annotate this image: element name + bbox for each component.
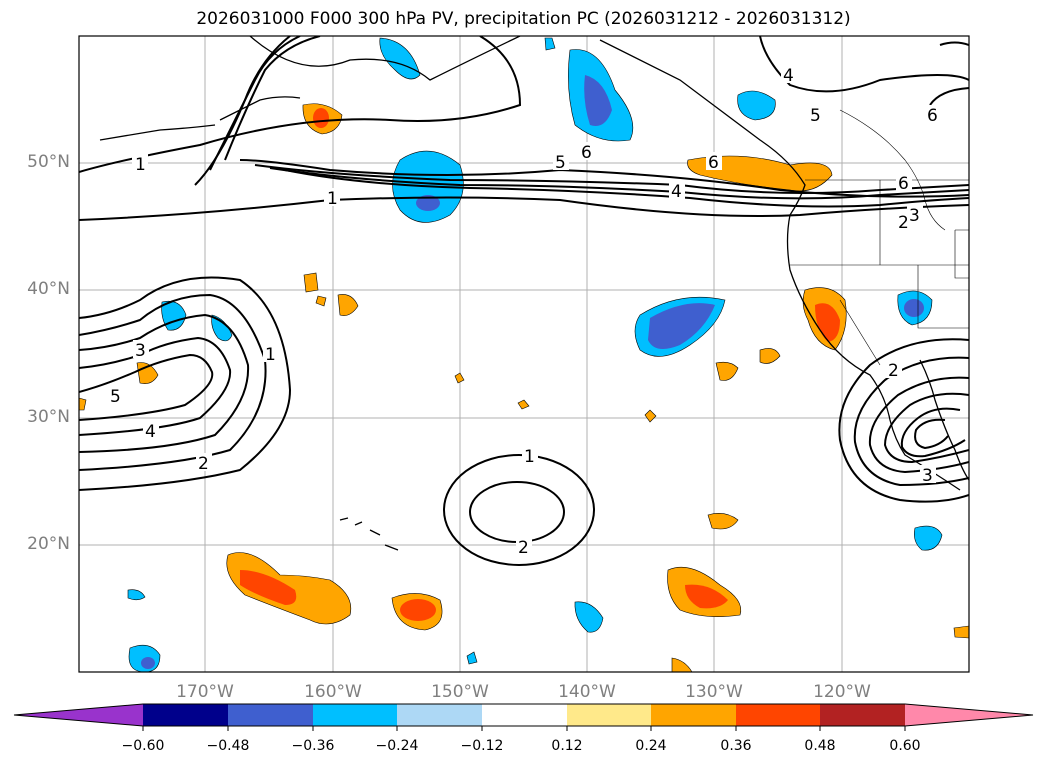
lat-label: 40°N: [27, 279, 70, 299]
lon-label: 140°W: [558, 682, 616, 702]
colorbar-bin: [820, 704, 905, 726]
map-frame: [78, 35, 970, 673]
contour-label: 5: [810, 106, 821, 126]
contour-label: 2: [898, 213, 909, 233]
colorbar-tick-label: −0.12: [460, 738, 504, 754]
contour-label: 1: [524, 447, 535, 467]
contour-label: 2: [888, 361, 899, 381]
contour-label: 3: [135, 341, 146, 361]
contour-label: 2: [198, 454, 209, 474]
colorbar-bin: [313, 704, 397, 726]
colorbar-extend-high: [905, 704, 1033, 726]
colorbar-tick-label: 0.60: [889, 738, 921, 754]
contour-label: 2: [518, 538, 529, 558]
colorbar-tick-label: −0.48: [206, 738, 250, 754]
lat-label: 30°N: [27, 407, 70, 427]
pv-contours: [79, 36, 969, 566]
contour-label: 6: [927, 106, 938, 126]
colorbar-bin: [567, 704, 651, 726]
contour-label: 1: [135, 155, 146, 175]
colorbar-bin: [736, 704, 820, 726]
gridlines: [79, 36, 969, 672]
contour-label: 6: [708, 153, 719, 173]
contour-label: 1: [327, 189, 338, 209]
contour-label: 4: [145, 422, 156, 442]
colorbar-tick-label: −0.60: [121, 738, 165, 754]
lat-label: 50°N: [27, 152, 70, 172]
contour-label: 5: [110, 387, 121, 407]
colorbar-bin: [651, 704, 736, 726]
colorbar: [13, 703, 1034, 731]
lon-label: 130°W: [685, 682, 743, 702]
colorbar-extend-low: [14, 704, 143, 726]
contour-label: 4: [783, 66, 794, 86]
colorbar-bin: [143, 704, 228, 726]
lat-label: 20°N: [27, 534, 70, 554]
map-title: 2026031000 F000 300 hPa PV, precipitatio…: [196, 9, 851, 29]
colorbar-tick-label: −0.36: [291, 738, 335, 754]
lon-label: 120°W: [813, 682, 871, 702]
precip-anomaly-fill: [79, 37, 969, 672]
colorbar-tick-label: 0.36: [720, 738, 752, 754]
colorbar-tick-label: 0.12: [551, 738, 583, 754]
contour-label: 4: [671, 182, 682, 202]
contour-label: 6: [898, 174, 909, 194]
colorbar-tick-label: 0.24: [635, 738, 667, 754]
colorbar-tick-label: −0.24: [375, 738, 419, 754]
colorbar-tick-label: 0.48: [804, 738, 836, 754]
political-borders: [790, 109, 969, 366]
contour-label: 3: [909, 206, 920, 226]
colorbar-bin: [482, 704, 567, 726]
contour-label: 5: [555, 153, 566, 173]
contour-label: 6: [581, 143, 592, 163]
lon-label: 160°W: [304, 682, 362, 702]
lon-label: 170°W: [176, 682, 234, 702]
contour-labels: 1 1 1 1 2 2 2 2 3 3 3 4 4 4 5 5 5 6 6: [108, 65, 941, 558]
lon-label: 150°W: [431, 682, 489, 702]
colorbar-bin: [228, 704, 313, 726]
coastlines: [99, 36, 969, 551]
colorbar-bin: [397, 704, 482, 726]
contour-label: 3: [922, 466, 933, 486]
contour-label: 1: [265, 345, 276, 365]
